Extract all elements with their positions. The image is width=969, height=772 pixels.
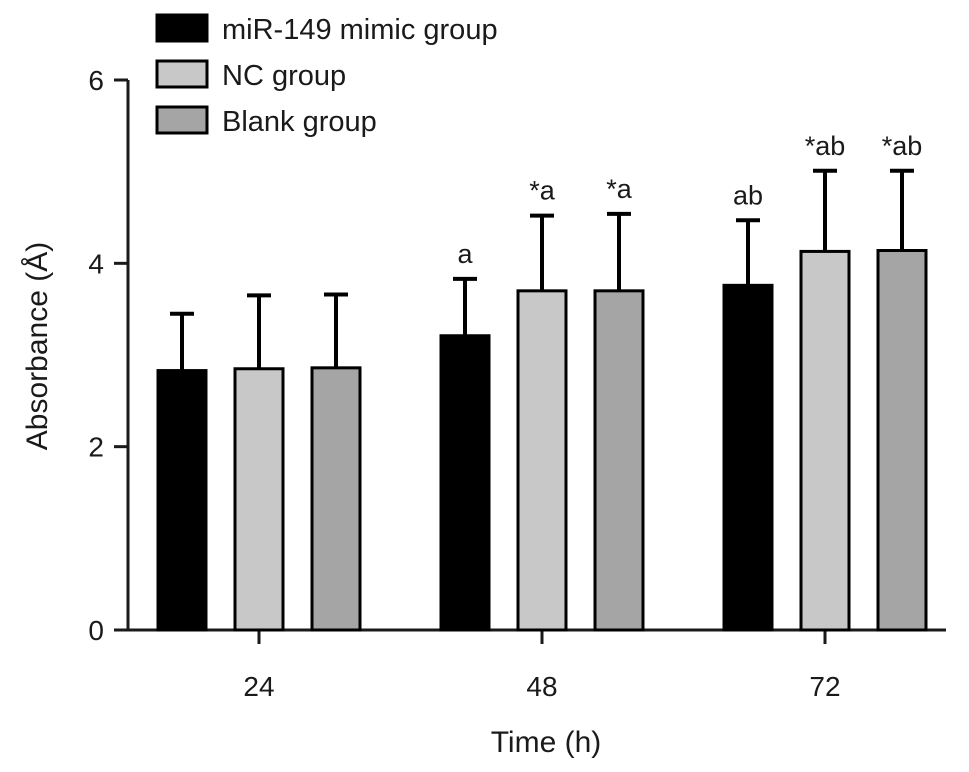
legend-label: miR-149 mimic group xyxy=(222,14,498,46)
x-axis-title: Time (h) xyxy=(491,726,602,759)
bar xyxy=(516,289,568,632)
y-axis: 0 2 4 6 xyxy=(88,65,130,646)
significance-label: a xyxy=(457,239,473,269)
bar xyxy=(593,289,645,632)
bar xyxy=(876,249,928,632)
significance-label: *ab xyxy=(882,131,923,161)
x-axis: 24 48 72 xyxy=(128,628,946,702)
bar xyxy=(799,249,851,632)
x-tick-label: 24 xyxy=(243,671,274,702)
y-tick-label: 2 xyxy=(88,432,104,463)
significance-label: ab xyxy=(733,180,763,210)
legend-label: Blank group xyxy=(222,106,377,138)
bar xyxy=(722,283,774,632)
bars xyxy=(156,249,928,632)
x-tick-label: 72 xyxy=(809,671,840,702)
legend-label: NC group xyxy=(222,60,346,92)
y-tick-label: 0 xyxy=(88,615,104,646)
significance-label: *a xyxy=(529,176,556,206)
bar xyxy=(310,366,362,632)
legend-swatch xyxy=(155,105,209,135)
legend-swatch xyxy=(155,59,209,89)
legend-swatch xyxy=(155,13,209,43)
legend: miR-149 mimic group NC group Blank group xyxy=(155,13,498,138)
significance-label: *a xyxy=(606,174,633,204)
error-bars xyxy=(170,168,914,371)
y-tick-label: 4 xyxy=(88,248,104,279)
x-tick-label: 48 xyxy=(526,671,557,702)
bar xyxy=(233,367,285,632)
y-axis-title: Absorbance (Å) xyxy=(21,242,54,450)
significance-labels: a *a *a ab *ab *ab xyxy=(457,131,922,269)
bar xyxy=(439,334,491,632)
bar xyxy=(156,369,208,632)
y-tick-label: 6 xyxy=(88,65,104,96)
significance-label: *ab xyxy=(805,131,846,161)
